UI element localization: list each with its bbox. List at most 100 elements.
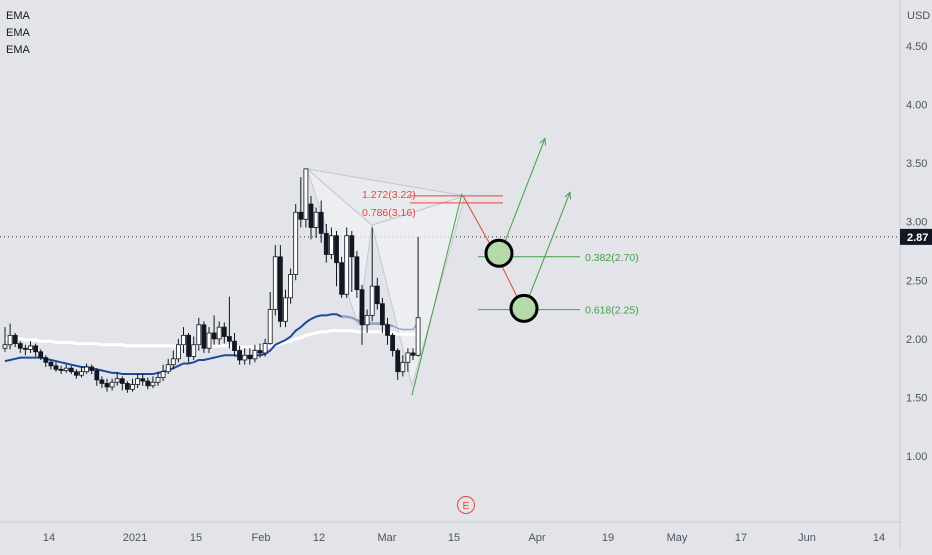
candle[interactable] [135,374,141,389]
candle[interactable] [191,336,197,360]
candle[interactable] [232,333,237,357]
candle[interactable] [58,365,64,375]
time-axis[interactable]: 14 2021 15 Feb 12 Mar 15 Apr 19 May 17 Jun 14 [43,532,885,544]
candle[interactable] [89,364,95,375]
candle-body [293,211,299,275]
candle[interactable] [385,317,390,345]
ema-line-fast-tail [341,315,419,331]
candle[interactable] [109,378,115,391]
candle[interactable] [22,344,28,356]
candle[interactable] [400,355,406,377]
candle[interactable] [140,374,146,386]
candle-body [58,368,64,371]
candle[interactable] [165,358,171,375]
candle[interactable] [390,333,396,357]
candle[interactable] [181,327,186,353]
candle[interactable] [339,256,345,298]
candle[interactable] [211,315,217,345]
candle[interactable] [257,343,263,358]
candle[interactable] [155,371,161,386]
candle[interactable] [415,236,421,357]
legend-item-ema[interactable]: EMA [6,44,30,56]
legend-item-ema[interactable]: EMA [6,10,30,22]
candle[interactable] [323,223,329,263]
candle[interactable] [99,376,105,389]
candle[interactable] [318,200,324,243]
candle[interactable] [237,345,243,365]
y-tick-label: 3.00 [906,217,927,229]
candle[interactable] [262,338,268,357]
candle[interactable] [114,372,120,386]
candle[interactable] [94,368,100,386]
candle[interactable] [216,321,222,345]
candle[interactable] [63,364,69,373]
candle[interactable] [226,296,232,349]
candle[interactable] [354,250,360,298]
candle[interactable] [359,284,365,345]
candle[interactable] [145,377,151,390]
price-axis[interactable]: USD 4.50 4.00 3.50 3.00 2.50 2.00 1.50 1.00 2.87 [900,10,932,463]
candle-body [374,285,380,305]
candle[interactable] [206,327,212,353]
candle[interactable] [130,378,135,392]
candle[interactable] [283,289,288,328]
candle[interactable] [74,369,79,379]
candle[interactable] [48,359,54,370]
candle[interactable] [334,231,339,287]
candle[interactable] [272,245,278,316]
target-circle[interactable] [509,293,539,323]
candle[interactable] [84,363,89,375]
candle[interactable] [17,341,23,353]
candle[interactable] [28,341,33,353]
candle[interactable] [247,348,253,365]
candle[interactable] [293,204,299,281]
candle[interactable] [38,349,44,360]
candle[interactable] [313,207,319,239]
candle[interactable] [33,343,38,357]
candle[interactable] [252,344,258,363]
candle[interactable] [150,376,156,389]
indicator-legend: EMA EMA EMA [6,8,30,59]
candle[interactable] [68,365,74,375]
candle[interactable] [12,333,18,348]
candle[interactable] [186,333,192,363]
candle[interactable] [374,277,380,310]
candle[interactable] [349,231,355,292]
candle[interactable] [405,348,411,372]
candle[interactable] [7,323,13,350]
candle[interactable] [53,362,59,372]
candle[interactable] [196,317,202,351]
candle-body [196,324,202,346]
candle[interactable] [344,227,350,298]
candle[interactable] [267,291,273,345]
candle[interactable] [303,168,309,228]
candle[interactable] [410,348,416,360]
candle[interactable] [298,177,304,228]
event-marker[interactable] [457,496,475,514]
candle[interactable] [308,195,314,240]
candle[interactable] [201,321,207,353]
candle[interactable] [160,364,166,382]
target-circle[interactable] [484,238,514,268]
candle[interactable] [43,355,49,368]
candle[interactable] [125,381,130,393]
candle[interactable] [170,350,176,370]
candle[interactable] [242,348,248,365]
candle[interactable] [364,309,370,334]
candle[interactable] [328,227,334,260]
candle[interactable] [395,348,401,380]
candle[interactable] [79,367,84,378]
candle[interactable] [277,245,283,328]
candle[interactable] [221,322,227,344]
candle[interactable] [288,268,294,304]
candle[interactable] [119,376,125,391]
candle[interactable] [2,327,8,352]
candle[interactable] [175,338,181,363]
candle-body [364,315,370,326]
legend-item-ema[interactable]: EMA [6,27,30,39]
candle[interactable] [104,378,110,392]
candle[interactable] [369,227,375,322]
candle[interactable] [379,297,385,334]
